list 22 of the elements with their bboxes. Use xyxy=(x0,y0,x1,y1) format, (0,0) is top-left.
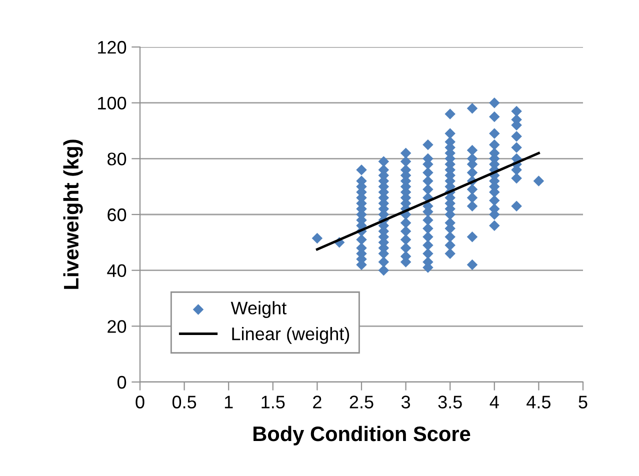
x-tick-label: 0.5 xyxy=(172,396,196,408)
legend-label: Weight xyxy=(230,301,287,318)
y-tick-label: 0 xyxy=(117,376,126,389)
x-tick-label: 3.5 xyxy=(438,396,462,408)
y-tick-label: 100 xyxy=(98,96,126,110)
x-tick-label: 2.5 xyxy=(350,396,374,408)
y-tick-label: 60 xyxy=(108,208,126,222)
x-tick-label: 1 xyxy=(224,396,233,408)
x-tick-label: 0 xyxy=(136,396,144,408)
x-tick-label: 1.5 xyxy=(262,396,285,408)
y-tick-label: 20 xyxy=(108,320,126,333)
y-axis-title: Liveweight (kg) xyxy=(63,140,83,289)
x-tick-label: 3 xyxy=(401,396,410,408)
x-axis-title: Body Condition Score xyxy=(254,426,470,446)
x-tick-label: 4.5 xyxy=(526,396,550,408)
y-tick-label: 40 xyxy=(107,264,126,278)
y-tick-label: 80 xyxy=(108,152,126,166)
x-tick-label: 4 xyxy=(490,396,499,408)
y-tick-label: 120 xyxy=(98,40,126,54)
x-tick-label: 2 xyxy=(313,396,322,408)
legend-label: Linear (weight) xyxy=(232,327,350,344)
x-tick-label: 5 xyxy=(578,396,588,408)
